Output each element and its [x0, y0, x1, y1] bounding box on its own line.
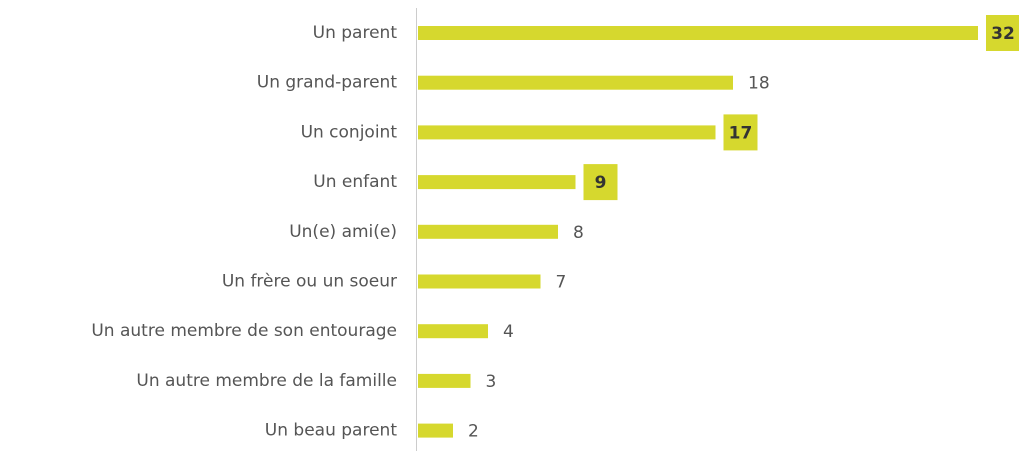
- category-label: Un parent: [313, 23, 398, 43]
- category-label: Un autre membre de la famille: [136, 371, 397, 391]
- value-label: 3: [486, 372, 497, 392]
- bar: [418, 224, 558, 239]
- value-label: 8: [573, 223, 584, 243]
- category-label: Un(e) ami(e): [289, 222, 397, 242]
- value-label-box: [986, 15, 1019, 51]
- bar: [418, 26, 978, 40]
- bar: [418, 125, 716, 140]
- bar: [418, 324, 488, 339]
- bar: [418, 423, 453, 438]
- value-label: 18: [748, 74, 770, 94]
- category-label: Un enfant: [313, 172, 397, 192]
- category-label: Un frère ou un soeur: [222, 272, 397, 292]
- value-label: 17: [729, 123, 753, 143]
- value-label: 9: [595, 173, 607, 193]
- bar: [418, 274, 541, 289]
- category-label: Un beau parent: [265, 421, 398, 441]
- category-label: Un autre membre de son entourage: [91, 321, 397, 341]
- bar: [418, 373, 471, 388]
- value-label: 7: [556, 273, 567, 293]
- bar: [418, 175, 576, 190]
- bar: [418, 75, 733, 90]
- value-label: 2: [468, 422, 479, 442]
- value-label: 4: [503, 322, 514, 342]
- value-label-box: [583, 164, 618, 201]
- value-label: 32: [991, 24, 1015, 44]
- value-label-box: [723, 114, 758, 151]
- category-label: Un conjoint: [301, 122, 398, 142]
- category-label: Un grand-parent: [257, 73, 398, 93]
